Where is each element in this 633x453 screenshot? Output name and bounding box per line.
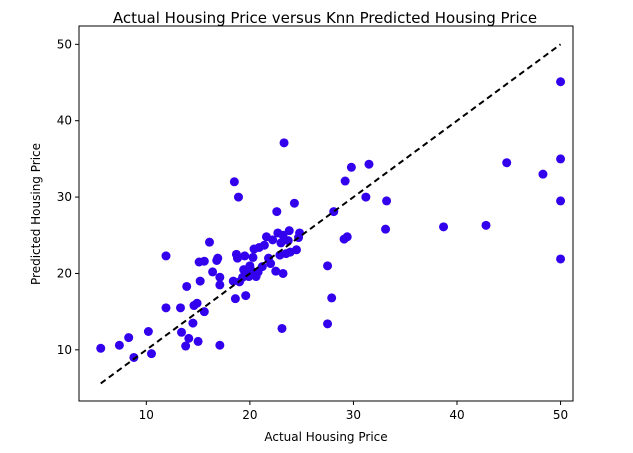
data-point [364, 159, 374, 169]
data-point [177, 327, 187, 337]
data-point [161, 303, 171, 313]
data-point [295, 228, 305, 238]
data-point [193, 336, 203, 346]
data-point [502, 158, 512, 168]
reference-line [100, 43, 562, 385]
data-point [266, 259, 276, 269]
data-point [215, 272, 225, 282]
data-point [268, 235, 278, 245]
data-point [382, 196, 392, 206]
data-point [279, 138, 289, 148]
data-point [124, 333, 134, 343]
data-point [538, 169, 548, 179]
data-point [323, 319, 333, 329]
data-point [215, 280, 225, 290]
y-axis-ticks: 10 20 30 40 50 [57, 37, 79, 357]
data-point [192, 298, 202, 308]
data-point [184, 333, 194, 343]
data-point [199, 256, 209, 266]
data-point [233, 192, 243, 202]
data-point [439, 222, 449, 232]
data-point [346, 162, 356, 172]
data-point [259, 240, 269, 250]
data-point [481, 220, 491, 230]
data-point [327, 293, 337, 303]
data-point [284, 226, 294, 236]
data-point [229, 177, 239, 187]
chart-title: Actual Housing Price versus Knn Predicte… [113, 9, 537, 27]
data-point [556, 196, 566, 206]
data-point [182, 281, 192, 291]
data-point [342, 232, 352, 242]
plot-area: 10 20 30 40 50 10 20 30 40 50 [57, 25, 574, 422]
data-point [283, 236, 293, 246]
data-point [175, 303, 185, 313]
data-point [181, 341, 191, 351]
data-points [96, 77, 566, 362]
data-point [276, 238, 286, 248]
data-point [291, 245, 301, 255]
data-point [248, 252, 258, 262]
data-point [272, 207, 282, 217]
y-tick-label: 50 [57, 37, 72, 51]
y-axis-label: Predicted Housing Price [29, 143, 43, 285]
data-point [381, 224, 391, 234]
data-point [129, 352, 139, 362]
data-point [204, 237, 214, 247]
data-point [278, 268, 288, 278]
data-point [230, 294, 240, 304]
data-point [114, 340, 124, 350]
plot-frame [78, 25, 574, 402]
data-point [271, 266, 281, 276]
data-point [556, 254, 566, 264]
x-axis-label: Actual Housing Price [264, 430, 387, 444]
x-tick-label: 40 [449, 408, 464, 422]
y-tick-label: 30 [57, 190, 72, 204]
x-tick-label: 50 [553, 408, 568, 422]
data-point [340, 176, 350, 186]
data-point [277, 323, 287, 333]
data-point [188, 318, 198, 328]
y-tick-label: 40 [57, 114, 72, 128]
data-point [257, 262, 267, 272]
x-tick-label: 20 [242, 408, 257, 422]
x-tick-label: 10 [139, 408, 154, 422]
data-point [96, 343, 106, 353]
data-point [556, 77, 566, 87]
data-point [556, 154, 566, 164]
data-point [195, 276, 205, 286]
data-point [289, 198, 299, 208]
data-point [161, 251, 171, 261]
y-tick-label: 20 [57, 266, 72, 280]
data-point [208, 267, 218, 277]
x-axis-ticks: 10 20 30 40 50 [139, 401, 568, 422]
data-point [361, 192, 371, 202]
x-tick-label: 30 [346, 408, 361, 422]
data-point [241, 291, 251, 301]
data-point [240, 251, 250, 261]
data-point [213, 253, 223, 263]
y-tick-label: 10 [57, 343, 72, 357]
data-point [146, 349, 156, 359]
data-point [323, 261, 333, 271]
data-point [215, 340, 225, 350]
data-point [232, 253, 242, 263]
data-point [143, 326, 153, 336]
